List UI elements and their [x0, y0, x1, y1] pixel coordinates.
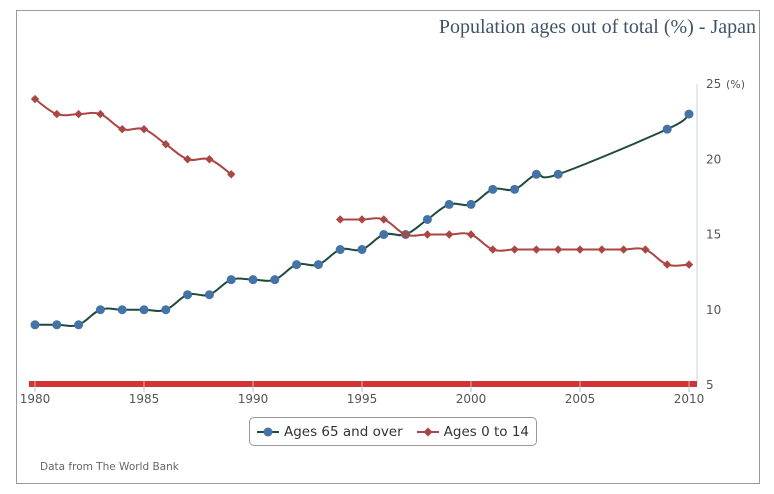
x-tick-label: 1995	[347, 392, 378, 406]
data-point-ages-0-to-14-1989[interactable]	[227, 170, 236, 179]
data-point-ages-0-to-14-2009[interactable]	[663, 260, 672, 269]
x-tick-label: 1990	[238, 392, 269, 406]
data-point-ages-0-to-14-1999[interactable]	[445, 230, 454, 239]
data-point-ages-0-to-14-2001[interactable]	[488, 245, 497, 254]
data-point-ages-0-to-14-1996[interactable]	[379, 215, 388, 224]
data-point-ages-65-and-over-2003[interactable]	[531, 169, 541, 179]
data-point-ages-0-to-14-1981[interactable]	[52, 109, 61, 119]
data-point-ages-65-and-over-1993[interactable]	[313, 260, 323, 270]
x-tick-label: 1985	[129, 392, 160, 406]
legend-label-ages-65-and-over: Ages 65 and over	[283, 423, 403, 440]
data-point-ages-0-to-14-1987[interactable]	[183, 155, 192, 164]
data-point-ages-65-and-over-1991[interactable]	[270, 275, 280, 285]
data-point-ages-0-to-14-2008[interactable]	[641, 245, 650, 254]
data-point-ages-0-to-14-1985[interactable]	[139, 124, 149, 134]
circle-marker-icon	[256, 427, 279, 436]
data-point-ages-65-and-over-2009[interactable]	[662, 124, 672, 134]
data-point-ages-0-to-14-2000[interactable]	[466, 230, 476, 239]
data-point-ages-65-and-over-1995[interactable]	[357, 245, 367, 255]
data-point-ages-0-to-14-2004[interactable]	[554, 245, 563, 254]
data-point-ages-65-and-over-1994[interactable]	[335, 245, 345, 255]
y-unit-label: (%)	[726, 78, 745, 91]
series-line-ages-0-to-14-segment-1	[34, 98, 232, 176]
y-tick-label: 15	[706, 228, 721, 242]
legend-item-ages-0-to-14[interactable]: Ages 0 to 14	[416, 423, 530, 440]
data-point-ages-65-and-over-1988[interactable]	[204, 290, 214, 300]
data-point-ages-65-and-over-1981[interactable]	[52, 320, 62, 330]
data-point-ages-65-and-over-1996[interactable]	[379, 230, 389, 239]
data-point-ages-0-to-14-1994[interactable]	[336, 215, 345, 224]
y-tick-label: 10	[706, 303, 721, 317]
data-point-ages-0-to-14-1983[interactable]	[96, 109, 105, 119]
x-tick-label: 2010	[674, 392, 705, 406]
data-point-ages-0-to-14-2005[interactable]	[575, 245, 585, 254]
data-point-ages-65-and-over-1980[interactable]	[30, 320, 40, 330]
data-point-ages-0-to-14-2010[interactable]	[684, 260, 694, 269]
legend-label-ages-0-to-14: Ages 0 to 14	[443, 423, 530, 440]
y-tick-label: 5	[706, 378, 714, 392]
data-point-ages-0-to-14-2003[interactable]	[532, 245, 541, 254]
data-point-ages-0-to-14-2007[interactable]	[619, 245, 628, 254]
data-point-ages-65-and-over-2000[interactable]	[466, 199, 476, 209]
chart-frame	[16, 10, 760, 484]
data-point-ages-65-and-over-1986[interactable]	[161, 305, 171, 315]
data-point-ages-0-to-14-1995[interactable]	[357, 215, 367, 224]
data-point-ages-0-to-14-1997[interactable]	[401, 230, 410, 239]
data-point-ages-65-and-over-1989[interactable]	[226, 275, 236, 285]
x-tick-label: 2000	[456, 392, 487, 406]
data-point-ages-0-to-14-1988[interactable]	[205, 155, 214, 164]
y-tick-label: 25	[706, 77, 721, 91]
data-point-ages-65-and-over-2002[interactable]	[510, 184, 520, 194]
data-point-ages-0-to-14-2002[interactable]	[510, 245, 519, 254]
data-point-ages-65-and-over-1985[interactable]	[139, 305, 149, 315]
data-point-ages-0-to-14-1980[interactable]	[30, 94, 40, 104]
data-point-ages-65-and-over-1992[interactable]	[292, 260, 302, 270]
chart-legend: Ages 65 and over Ages 0 to 14	[249, 417, 537, 446]
data-point-ages-65-and-over-1982[interactable]	[74, 320, 84, 330]
data-point-ages-65-and-over-1983[interactable]	[95, 305, 105, 315]
data-point-ages-65-and-over-1984[interactable]	[117, 305, 127, 315]
data-point-ages-65-and-over-1987[interactable]	[183, 290, 193, 300]
data-point-ages-65-and-over-2010[interactable]	[684, 109, 694, 119]
data-source-credit: Data from The World Bank	[40, 461, 179, 473]
data-point-ages-0-to-14-1986[interactable]	[161, 140, 170, 149]
data-point-ages-65-and-over-2004[interactable]	[553, 169, 563, 179]
y-tick-label: 20	[706, 152, 721, 166]
series-line-ages-0-to-14-segment-2	[340, 217, 690, 267]
x-tick-label: 2005	[565, 392, 596, 406]
data-point-ages-0-to-14-2006[interactable]	[597, 245, 606, 254]
data-point-ages-0-to-14-1998[interactable]	[423, 230, 432, 239]
data-point-ages-65-and-over-1999[interactable]	[444, 199, 454, 209]
x-tick-label: 1980	[20, 392, 51, 406]
data-point-ages-65-and-over-1998[interactable]	[422, 214, 432, 224]
data-point-ages-0-to-14-1982[interactable]	[74, 109, 83, 119]
legend-item-ages-65-and-over[interactable]: Ages 65 and over	[256, 423, 403, 440]
data-point-ages-65-and-over-2001[interactable]	[488, 184, 498, 194]
data-point-ages-0-to-14-1984[interactable]	[118, 124, 127, 134]
diamond-marker-icon	[416, 427, 439, 436]
data-point-ages-65-and-over-1990[interactable]	[248, 275, 258, 285]
chart-title: Population ages out of total (%) - Japan	[438, 16, 756, 38]
